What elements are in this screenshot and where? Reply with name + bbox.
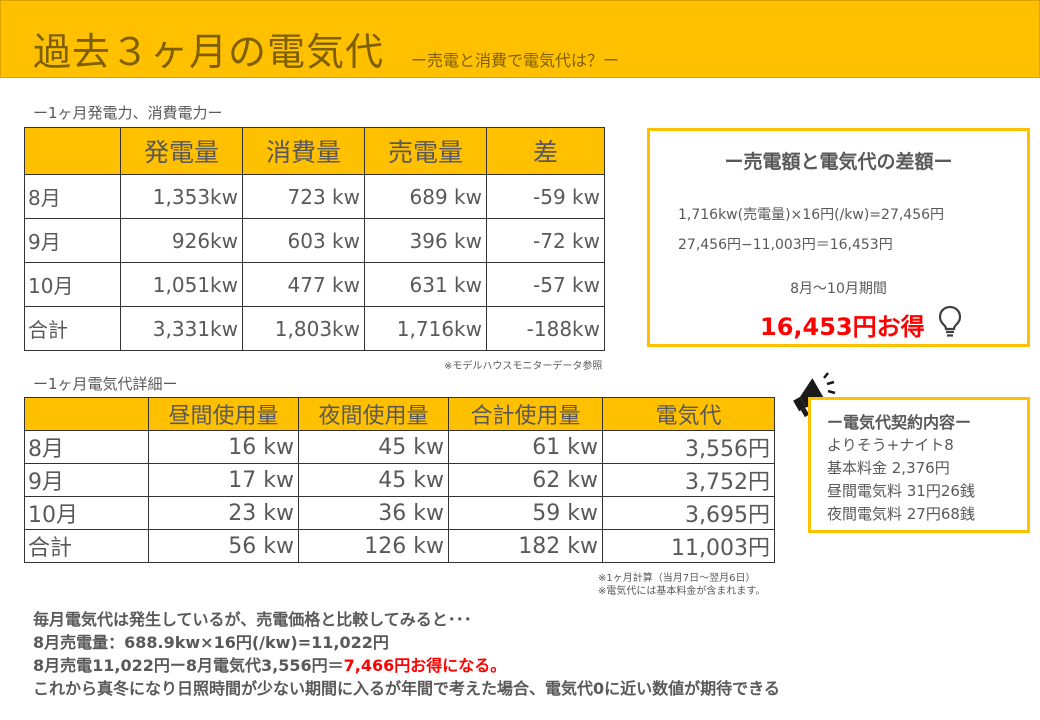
generation-section-label: ー1ヶ月発電力、消費電力ー — [33, 104, 223, 122]
table-cell: 603 kw — [242, 218, 365, 263]
table-cell: 59 kw — [448, 496, 603, 530]
table-row: 8月 1,353kw 723 kw 689 kw -59 kw — [24, 174, 605, 219]
billing-section-label: ー1ヶ月電気代詳細ー — [33, 375, 178, 393]
table-cell: 182 kw — [448, 529, 603, 563]
table-cell: 1,051kw — [120, 262, 243, 307]
billing-header-row: 昼間使用量 夜間使用量 合計使用量 電気代 — [24, 397, 775, 431]
billing-period-note: ※1ヶ月計算（当月7日～翌月6日） — [598, 573, 756, 584]
table-cell: 8月 — [24, 430, 149, 464]
contract-plan-name: よりそう+ナイト8 — [827, 436, 954, 454]
page-subtitle: ー売電と消費で電気代は？ー — [411, 51, 620, 70]
table-cell: 10月 — [24, 262, 121, 307]
table-cell: -72 kw — [486, 218, 605, 263]
table-cell: -57 kw — [486, 262, 605, 307]
table-cell: 8月 — [24, 174, 121, 219]
table-cell: 477 kw — [242, 262, 365, 307]
table-cell: 1,353kw — [120, 174, 243, 219]
table-cell: 45 kw — [298, 430, 449, 464]
table-row: 合計 3,331kw 1,803kw 1,716kw -188kw — [24, 306, 605, 351]
table-cell: 合計 — [24, 529, 149, 563]
billing-table: 昼間使用量 夜間使用量 合計使用量 電気代 8月 16 kw 45 kw 61 … — [24, 397, 775, 563]
table-cell: 9月 — [24, 463, 149, 497]
summary-savings-highlight: 7,466円お得になる。 — [343, 656, 507, 675]
table-cell: 3,695円 — [602, 496, 775, 530]
generation-header-row: 発電量 消費量 売電量 差 — [24, 127, 605, 175]
table-cell: 61 kw — [448, 430, 603, 464]
table-cell: 62 kw — [448, 463, 603, 497]
billing-col-header: 合計使用量 — [448, 397, 603, 431]
difference-calc-line-1: 1,716kw(売電量)×16円(/kw)=27,456円 — [678, 207, 945, 223]
summary-text: 毎月電気代は発生しているが、売電価格と比較してみると･･･ 8月売電量：688.… — [33, 608, 780, 700]
summary-line: これから真冬になり日照時間が少ない期間に入るが年間で考えた場合、電気代0に近い数… — [33, 679, 780, 698]
billing-col-header: 昼間使用量 — [148, 397, 299, 431]
generation-col-header: 売電量 — [364, 127, 487, 175]
generation-table: 発電量 消費量 売電量 差 8月 1,353kw 723 kw 689 kw -… — [24, 127, 605, 351]
table-cell: 23 kw — [148, 496, 299, 530]
contract-box-title: ー電気代契約内容ー — [827, 413, 972, 432]
table-cell: 126 kw — [298, 529, 449, 563]
header-bar: 過去３ヶ月の電気代 ー売電と消費で電気代は？ー — [0, 0, 1040, 78]
table-row: 9月 17 kw 45 kw 62 kw 3,752円 — [24, 463, 775, 497]
table-cell: 631 kw — [364, 262, 487, 307]
table-cell: 1,803kw — [242, 306, 365, 351]
contract-night-rate: 夜間電気料 27円68銭 — [827, 505, 975, 523]
summary-line: 毎月電気代は発生しているが、売電価格と比較してみると･･･ — [33, 610, 472, 629]
generation-col-header: 消費量 — [242, 127, 365, 175]
table-cell: 689 kw — [364, 174, 487, 219]
table-row: 合計 56 kw 126 kw 182 kw 11,003円 — [24, 529, 775, 563]
generation-source-note: ※モデルハウスモニターデータ参照 — [444, 361, 603, 372]
table-cell: -59 kw — [486, 174, 605, 219]
table-row: 8月 16 kw 45 kw 61 kw 3,556円 — [24, 430, 775, 464]
table-cell: 396 kw — [364, 218, 487, 263]
contract-day-rate: 昼間電気料 31円26銭 — [827, 482, 975, 500]
summary-line: 8月売電11,022円ー8月電気代3,556円＝7,466円お得になる。 — [33, 654, 780, 677]
difference-box-title: ー売電額と電気代の差額ー — [724, 151, 953, 173]
table-cell: 17 kw — [148, 463, 299, 497]
table-cell: 723 kw — [242, 174, 365, 219]
difference-amount: 16,453円お得 — [760, 313, 925, 341]
billing-col-header: 夜間使用量 — [298, 397, 449, 431]
lightbulb-icon — [938, 305, 962, 337]
table-row: 10月 1,051kw 477 kw 631 kw -57 kw — [24, 262, 605, 307]
difference-box: ー売電額と電気代の差額ー 1,716kw(売電量)×16円(/kw)=27,45… — [647, 128, 1030, 347]
generation-col-header: 発電量 — [120, 127, 243, 175]
summary-calc: 8月売電11,022円ー8月電気代3,556円＝ — [33, 656, 344, 675]
billing-col-header: 電気代 — [602, 397, 775, 431]
table-cell: 合計 — [24, 306, 121, 351]
billing-col-header — [24, 397, 149, 431]
table-cell: 9月 — [24, 218, 121, 263]
table-cell: -188kw — [486, 306, 605, 351]
table-row: 10月 23 kw 36 kw 59 kw 3,695円 — [24, 496, 775, 530]
table-row: 9月 926kw 603 kw 396 kw -72 kw — [24, 218, 605, 263]
table-cell: 3,752円 — [602, 463, 775, 497]
table-cell: 3,331kw — [120, 306, 243, 351]
generation-col-header — [24, 127, 121, 175]
table-cell: 10月 — [24, 496, 149, 530]
difference-calc-line-2: 27,456円−11,003円＝16,453円 — [678, 237, 893, 253]
contract-base-fee: 基本料金 2,376円 — [827, 459, 950, 477]
table-cell: 36 kw — [298, 496, 449, 530]
contract-box: ー電気代契約内容ー よりそう+ナイト8 基本料金 2,376円 昼間電気料 31… — [808, 397, 1030, 533]
table-cell: 926kw — [120, 218, 243, 263]
table-cell: 1,716kw — [364, 306, 487, 351]
table-cell: 56 kw — [148, 529, 299, 563]
generation-col-header: 差 — [486, 127, 605, 175]
difference-period: 8月～10月期間 — [790, 281, 887, 297]
table-cell: 3,556円 — [602, 430, 775, 464]
page-title: 過去３ヶ月の電気代 — [33, 30, 385, 74]
table-cell: 11,003円 — [602, 529, 775, 563]
summary-line: 8月売電量：688.9kw×16円(/kw)=11,022円 — [33, 633, 389, 652]
table-cell: 16 kw — [148, 430, 299, 464]
table-cell: 45 kw — [298, 463, 449, 497]
billing-fee-note: ※電気代には基本料金が含まれます。 — [598, 586, 766, 597]
